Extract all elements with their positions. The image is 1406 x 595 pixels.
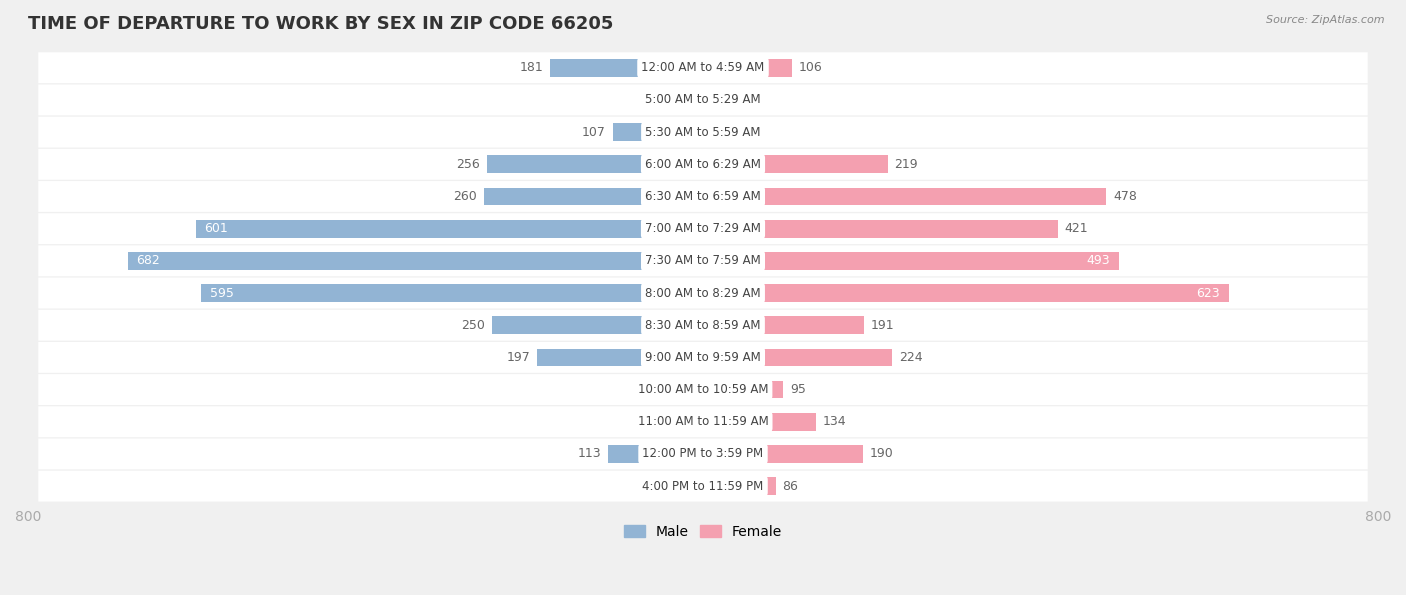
FancyBboxPatch shape	[38, 310, 1368, 341]
Bar	[702, 413, 703, 431]
Text: 5:00 AM to 5:29 AM: 5:00 AM to 5:29 AM	[645, 93, 761, 107]
Text: 45: 45	[748, 126, 763, 139]
FancyBboxPatch shape	[38, 84, 1368, 115]
Bar	[703, 284, 1229, 302]
Text: 181: 181	[520, 61, 544, 74]
Bar	[613, 123, 703, 141]
Text: 39: 39	[648, 93, 664, 107]
Text: 107: 107	[582, 126, 606, 139]
Text: 260: 260	[453, 190, 477, 203]
FancyBboxPatch shape	[38, 406, 1368, 437]
Bar	[703, 59, 793, 77]
Bar	[703, 381, 783, 399]
Text: 86: 86	[782, 480, 799, 493]
Text: 10:00 AM to 10:59 AM: 10:00 AM to 10:59 AM	[638, 383, 768, 396]
Text: 197: 197	[506, 351, 530, 364]
Bar	[703, 317, 865, 334]
Text: 256: 256	[457, 158, 481, 171]
Text: Source: ZipAtlas.com: Source: ZipAtlas.com	[1267, 15, 1385, 25]
Bar	[484, 187, 703, 205]
Text: 478: 478	[1114, 190, 1137, 203]
Text: 7:00 AM to 7:29 AM: 7:00 AM to 7:29 AM	[645, 222, 761, 235]
FancyBboxPatch shape	[38, 471, 1368, 502]
Bar	[195, 220, 703, 237]
FancyBboxPatch shape	[38, 213, 1368, 244]
Bar	[128, 252, 703, 270]
Text: 95: 95	[790, 383, 806, 396]
Text: 113: 113	[578, 447, 600, 461]
Bar	[201, 284, 703, 302]
FancyBboxPatch shape	[38, 149, 1368, 180]
FancyBboxPatch shape	[38, 117, 1368, 148]
Text: 6:30 AM to 6:59 AM: 6:30 AM to 6:59 AM	[645, 190, 761, 203]
Text: 9:00 AM to 9:59 AM: 9:00 AM to 9:59 AM	[645, 351, 761, 364]
Text: 601: 601	[204, 222, 228, 235]
Text: 191: 191	[870, 319, 894, 331]
Text: 12:00 PM to 3:59 PM: 12:00 PM to 3:59 PM	[643, 447, 763, 461]
FancyBboxPatch shape	[38, 245, 1368, 276]
Bar	[703, 349, 891, 367]
Text: 190: 190	[870, 447, 894, 461]
Text: 39: 39	[648, 383, 664, 396]
Bar	[671, 381, 703, 399]
FancyBboxPatch shape	[38, 374, 1368, 405]
Legend: Male, Female: Male, Female	[619, 519, 787, 544]
Text: 0: 0	[710, 93, 717, 107]
Text: 2: 2	[686, 415, 695, 428]
Bar	[492, 317, 703, 334]
Text: 250: 250	[461, 319, 485, 331]
Bar	[550, 59, 703, 77]
Text: 4:00 PM to 11:59 PM: 4:00 PM to 11:59 PM	[643, 480, 763, 493]
Text: 493: 493	[1087, 254, 1111, 267]
Text: 5:30 AM to 5:59 AM: 5:30 AM to 5:59 AM	[645, 126, 761, 139]
Text: 6:00 AM to 6:29 AM: 6:00 AM to 6:29 AM	[645, 158, 761, 171]
Bar	[537, 349, 703, 367]
Bar	[671, 91, 703, 109]
Text: 7:30 AM to 7:59 AM: 7:30 AM to 7:59 AM	[645, 254, 761, 267]
FancyBboxPatch shape	[38, 52, 1368, 83]
Bar	[703, 220, 1059, 237]
Text: 682: 682	[136, 254, 160, 267]
Text: 106: 106	[799, 61, 823, 74]
Bar	[703, 413, 815, 431]
Text: 595: 595	[209, 287, 233, 299]
Bar	[703, 187, 1107, 205]
Bar	[666, 477, 703, 495]
Bar	[703, 155, 887, 173]
Text: TIME OF DEPARTURE TO WORK BY SEX IN ZIP CODE 66205: TIME OF DEPARTURE TO WORK BY SEX IN ZIP …	[28, 15, 613, 33]
Bar	[703, 252, 1119, 270]
Text: 219: 219	[894, 158, 918, 171]
Bar	[486, 155, 703, 173]
Bar	[703, 445, 863, 463]
FancyBboxPatch shape	[38, 342, 1368, 373]
Text: 134: 134	[823, 415, 846, 428]
FancyBboxPatch shape	[38, 278, 1368, 308]
Text: 224: 224	[898, 351, 922, 364]
Text: 8:30 AM to 8:59 AM: 8:30 AM to 8:59 AM	[645, 319, 761, 331]
Text: 421: 421	[1064, 222, 1088, 235]
Text: 44: 44	[644, 480, 659, 493]
FancyBboxPatch shape	[38, 181, 1368, 212]
Bar	[703, 123, 741, 141]
Text: 623: 623	[1197, 287, 1220, 299]
Text: 8:00 AM to 8:29 AM: 8:00 AM to 8:29 AM	[645, 287, 761, 299]
Bar	[607, 445, 703, 463]
Bar	[703, 477, 776, 495]
Text: 12:00 AM to 4:59 AM: 12:00 AM to 4:59 AM	[641, 61, 765, 74]
Text: 11:00 AM to 11:59 AM: 11:00 AM to 11:59 AM	[638, 415, 768, 428]
FancyBboxPatch shape	[38, 439, 1368, 469]
